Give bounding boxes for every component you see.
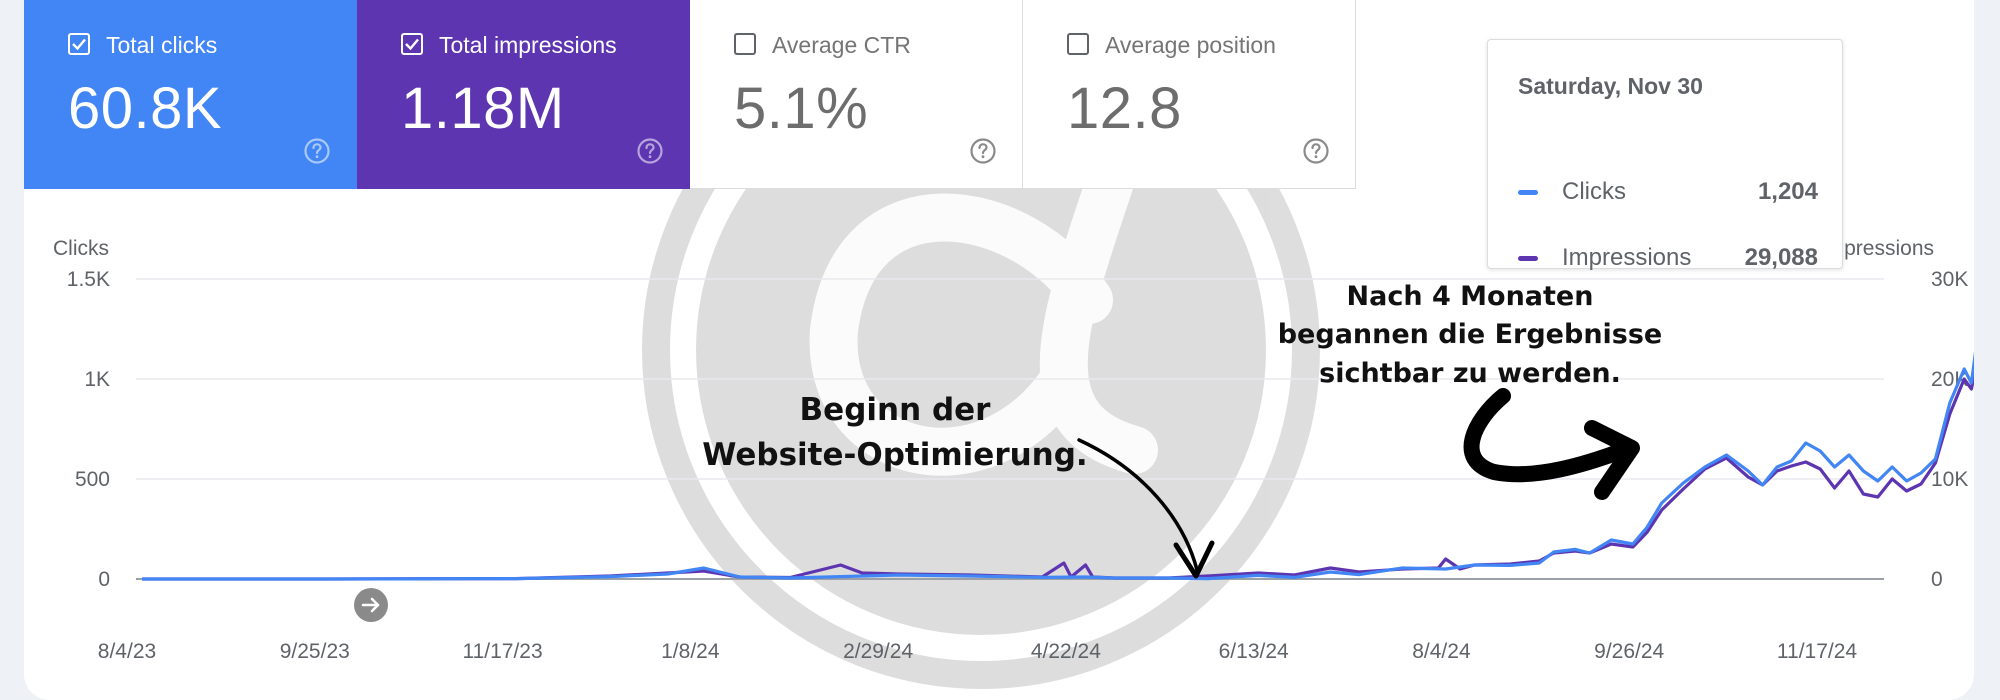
help-icon[interactable] (1302, 137, 1330, 165)
x-axis-tick: 6/13/24 (1219, 640, 1289, 663)
metric-value: 60.8K (68, 76, 223, 141)
x-axis-tick: 4/22/24 (1031, 640, 1101, 663)
x-axis-tick: 11/17/24 (1777, 640, 1858, 663)
help-icon[interactable] (636, 137, 664, 165)
performance-card: Clicks Impressions 0 0 500 10K 1K 20K 1.5K 30K 8… (24, 0, 1974, 700)
x-axis-tick: 11/17/23 (462, 640, 542, 663)
x-axis-tick: 2/29/24 (843, 640, 913, 663)
left-axis-tick: 1.5K (67, 268, 110, 291)
metric-tile-ctr[interactable]: Average CTR 5.1% (690, 0, 1023, 189)
legend-swatch-clicks (1518, 190, 1538, 195)
left-axis-tick: 0 (98, 568, 110, 591)
x-axis-tick: 9/25/23 (280, 640, 350, 663)
tooltip-date: Saturday, Nov 30 (1518, 73, 1703, 99)
annotation-arrow-result (1463, 388, 1640, 500)
metric-tile-position[interactable]: Average position 12.8 (1023, 0, 1356, 189)
right-axis-title: Impressions (1821, 237, 1934, 260)
x-axis-tick: 8/4/24 (1412, 640, 1471, 663)
right-axis-tick: 0 (1931, 568, 1943, 591)
arrow-right-icon (361, 597, 380, 613)
metric-tile-impressions[interactable]: Total impressions 1.18M (357, 0, 690, 189)
x-axis-tick: 1/8/24 (661, 640, 720, 663)
metric-label: Total impressions (439, 32, 617, 58)
tooltip-series-value: 1,204 (1757, 178, 1818, 205)
help-icon[interactable] (303, 137, 331, 165)
checkbox-checked-icon[interactable] (401, 33, 423, 55)
tooltip-series-name: Impressions (1562, 244, 1692, 271)
annotation-start-line2: Website-Optimierung. (702, 437, 1087, 473)
annotation-result-line2: begannen die Ergebnisse (1278, 319, 1663, 350)
right-axis-tick: 10K (1931, 468, 1968, 491)
metric-value: 1.18M (401, 76, 565, 141)
series-line-clicks (142, 351, 1974, 581)
metric-tile-clicks[interactable]: Total clicks 60.8K (24, 0, 357, 189)
metric-value: 12.8 (1067, 76, 1182, 141)
scroll-right-button[interactable] (354, 588, 388, 622)
checkbox-checked-icon[interactable] (68, 33, 90, 55)
chart-series (142, 351, 1974, 581)
annotation-result-line1: Nach 4 Monaten (1347, 281, 1594, 312)
tooltip-row-impressions: Impressions 29,088 (1518, 243, 1818, 273)
x-axis-tick: 8/4/23 (98, 640, 156, 663)
metric-label: Average position (1105, 32, 1276, 58)
left-axis-title: Clicks (53, 237, 109, 260)
left-axis-tick: 500 (75, 468, 110, 491)
annotation-result-line3: sichtbar zu werden. (1319, 358, 1621, 389)
tooltip-row-clicks: Clicks 1,204 (1518, 177, 1818, 207)
tooltip-series-name: Clicks (1562, 178, 1626, 205)
annotation-start-line1: Beginn der (800, 392, 992, 428)
tooltip-series-value: 29,088 (1744, 244, 1818, 271)
help-icon[interactable] (969, 137, 997, 165)
x-axis-tick: 9/26/24 (1594, 640, 1664, 663)
legend-swatch-impressions (1518, 256, 1538, 261)
checkbox-unchecked-icon[interactable] (1067, 33, 1089, 55)
checkbox-unchecked-icon[interactable] (734, 33, 756, 55)
metric-value: 5.1% (734, 76, 869, 141)
metric-label: Total clicks (106, 32, 218, 58)
chart-tooltip: Saturday, Nov 30 Clicks 1,204 Impression… (1487, 39, 1843, 271)
metric-tiles: Total clicks 60.8K Total impressions 1.1… (24, 0, 1356, 189)
annotation-arrow-start (1077, 438, 1215, 579)
left-axis-tick: 1K (84, 368, 110, 391)
metric-label: Average CTR (772, 32, 911, 58)
right-axis-tick: 30K (1931, 268, 1968, 291)
